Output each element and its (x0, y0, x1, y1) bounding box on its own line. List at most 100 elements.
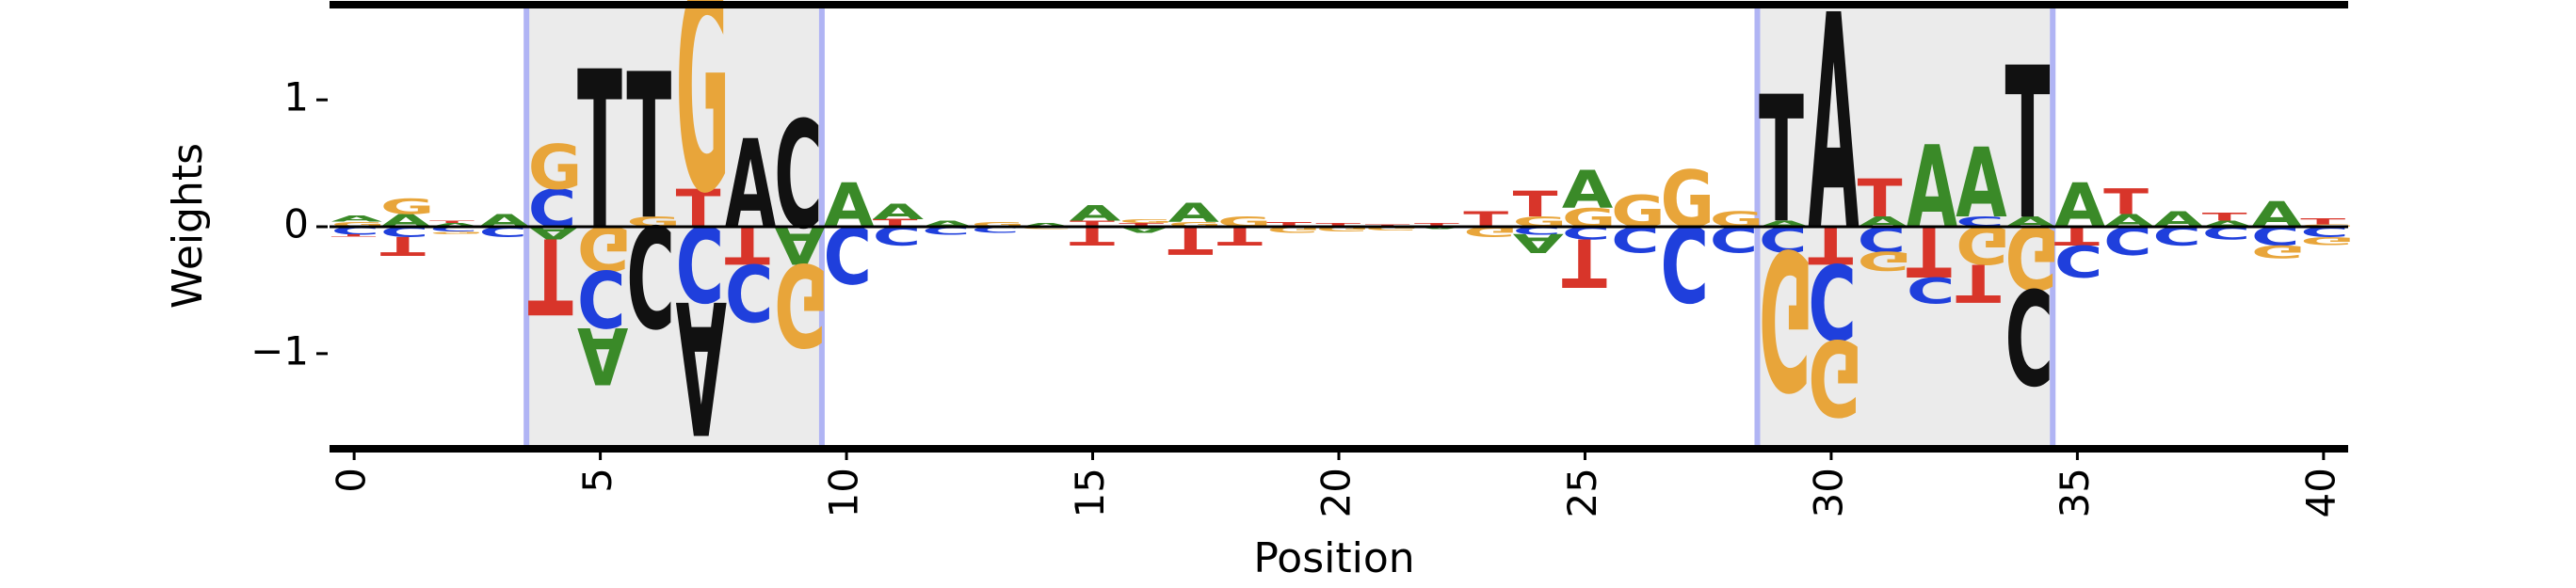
logo-letter-A: A (1956, 128, 2007, 240)
x-tick-label: 15 (1067, 468, 1113, 517)
logo-letter-T: T (1266, 220, 1312, 229)
logo-letter-C: C (1660, 202, 1709, 324)
logo-letter-T: T (2202, 211, 2247, 223)
logo-letter-G: G (1759, 207, 1813, 430)
y-tick-label: 0 (283, 201, 309, 247)
logo-letter-C: C (971, 225, 1020, 235)
logo-letter-C: C (626, 193, 675, 354)
logo-letter-T: T (1858, 168, 1903, 230)
logo-letter-A: A (676, 259, 727, 470)
logo-letter-T: T (1808, 215, 1853, 276)
logo-letter-A: A (1562, 159, 1613, 220)
logo-letter-T: T (1562, 223, 1607, 300)
logo-letter-C: C (2103, 217, 2152, 262)
logo-letter-A: A (429, 222, 481, 228)
logo-letter-T: T (2103, 183, 2149, 223)
logo-letter-C: C (774, 89, 823, 262)
logo-letter-A: A (1070, 201, 1121, 226)
logo-letter-C: C (528, 178, 577, 239)
logo-letter-A: A (873, 200, 925, 225)
logo-letter-G: G (774, 237, 829, 368)
logo-letter-A: A (725, 113, 777, 256)
logo-letter-G: G (1315, 225, 1370, 233)
logo-letter-T: T (1217, 220, 1264, 251)
x-tick-label: 35 (2052, 468, 2098, 517)
logo-letter-G: G (1808, 316, 1862, 437)
logo-letter-A: A (1513, 228, 1565, 259)
y-tick-label: 1 (283, 74, 309, 120)
logo-letter-T: T (331, 233, 377, 237)
logo-letter-C: C (1907, 269, 1956, 310)
x-tick-label: 25 (1559, 468, 1605, 517)
logo-letter-G: G (429, 231, 484, 235)
logo-letter-A: A (2251, 195, 2303, 235)
x-axis-label: Position (1253, 534, 1414, 582)
logo-letter-G: G (577, 213, 632, 284)
logo-letter-T: T (577, 27, 622, 279)
logo-letter-A: A (2202, 219, 2254, 230)
logo-letter-T: T (1414, 222, 1459, 228)
logo-letter-C: C (429, 225, 478, 233)
logo-letter-G: G (971, 220, 1025, 229)
logo-letter-G: G (1119, 218, 1173, 224)
logo-letter-T: T (725, 215, 770, 276)
x-tick-label: 20 (1313, 468, 1360, 517)
logo-letter-T: T (528, 215, 573, 336)
logo-letter-T: T (1956, 252, 2001, 313)
logo-letter-G: G (2005, 205, 2060, 306)
logo-letter-T: T (1907, 211, 1952, 292)
logo-letter-G: G (1611, 187, 1666, 238)
logo-letter-A: A (823, 170, 874, 242)
logo-letter-A: A (1808, 0, 1859, 297)
logo-letter-G: G (2300, 234, 2355, 246)
logo-letter-T: T (429, 220, 475, 224)
logo-letter-T: T (1315, 222, 1360, 228)
logo-letter-A: A (1759, 219, 1811, 230)
logo-letter-G: G (1168, 220, 1223, 229)
logo-letter-G: G (1660, 155, 1715, 246)
logo-letter-C: C (725, 246, 774, 336)
y-tick-label: −1 (250, 327, 309, 373)
logo-letter-G: G (676, 0, 731, 258)
axis-layer: 0 5 10 15 20 25 30 35 40 −1 0 1 (250, 1, 2348, 517)
logo-letter-C: C (2152, 220, 2201, 251)
logo-letter-G: G (528, 132, 583, 203)
logo-letter-C: C (1759, 218, 1808, 259)
logo-letter-A: A (1907, 123, 1957, 254)
logo-letter-G: G (1365, 226, 1420, 231)
logo-letter-C: C (676, 202, 725, 324)
logo-letter-A: A (577, 309, 629, 399)
logo-letter-T: T (1070, 219, 1115, 230)
x-tick-label: 0 (329, 468, 375, 493)
y-axis-label: Weights (164, 143, 212, 309)
logo-letter-G: G (1266, 225, 1321, 235)
logo-letter-G: G (1858, 246, 1912, 277)
logo-letter-A: A (922, 219, 974, 230)
logo-letter-C: C (873, 220, 922, 251)
logo-letter-C: C (2005, 260, 2054, 411)
logo-letter-A: A (2054, 170, 2105, 242)
logo-letter-G: G (1956, 215, 2010, 276)
logo-letter-T: T (676, 178, 721, 239)
logo-letter-A: A (774, 215, 825, 276)
logo-letter-T: T (380, 230, 427, 262)
logo-letter-G: G (2251, 242, 2306, 262)
logo-letter-A: A (1168, 198, 1220, 229)
logo-letter-T: T (1119, 222, 1164, 228)
logo-letter-C: C (2054, 235, 2103, 286)
logo-letter-C: C (577, 252, 626, 342)
x-tick-label: 5 (574, 468, 620, 493)
logo-letter-A: A (331, 214, 383, 224)
x-tick-label: 40 (2297, 468, 2343, 517)
logo-letter-T: T (1168, 217, 1214, 262)
logo-letter-T: T (2300, 216, 2345, 227)
logo-letter-G: G (331, 220, 386, 229)
logo-letter-G: G (380, 196, 435, 220)
logo-letter-C: C (1611, 218, 1660, 259)
logo-letter-C: C (1710, 218, 1759, 259)
logo-letter-C: C (1858, 218, 1907, 259)
logo-letter-C: C (1808, 240, 1857, 361)
x-tick-label: 10 (821, 468, 867, 517)
